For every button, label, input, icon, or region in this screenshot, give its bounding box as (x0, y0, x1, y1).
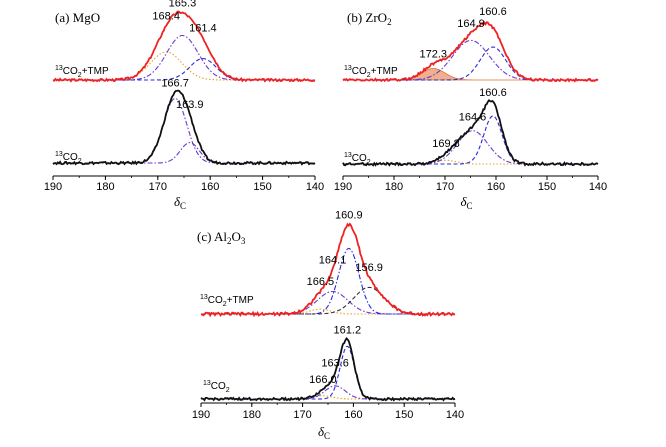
peak-label: 160.6 (479, 87, 507, 99)
peak-label: 168.4 (152, 10, 180, 22)
x-tick-label: 150 (253, 181, 271, 193)
x-tick-label: 160 (487, 181, 505, 193)
peak-label: 156.9 (355, 262, 383, 274)
x-tick-label: 150 (538, 181, 556, 193)
x-tick-label: 180 (385, 181, 403, 193)
trace-label: 13CO2+TMP (55, 65, 109, 79)
x-tick-label: 140 (589, 181, 607, 193)
x-tick-label: 140 (306, 181, 324, 193)
x-tick-label: 160 (344, 409, 362, 421)
component-peak (53, 142, 315, 164)
x-axis-title: δC (174, 194, 186, 211)
experimental-spectrum (200, 336, 456, 402)
peak-label: 164.9 (457, 18, 485, 30)
x-tick-label: 180 (96, 181, 114, 193)
peak-label: 169.8 (432, 138, 460, 150)
x-tick-label: 190 (192, 409, 210, 421)
panel-b: (b) ZrO2 190 180 170 160 150 140δC13CO2+TMP17… (334, 6, 607, 211)
peak-label: 172.3 (420, 49, 448, 61)
x-tick-label: 140 (446, 409, 464, 421)
trace-label: 13CO2+TMP (344, 65, 398, 79)
panel-a-label: (a) MgO (55, 10, 100, 25)
experimental-spectrum (342, 20, 599, 83)
peak-label: 166.5 (307, 276, 335, 288)
panel-b-plot: 190 180 170 160 150 140δC13CO2+TMP172.3164.91… (334, 6, 607, 211)
panel-b-label: (b) ZrO2 (347, 10, 392, 27)
experimental-spectrum (52, 89, 316, 166)
peak-label: 166.0 (309, 374, 337, 386)
x-axis-title: δC (318, 424, 330, 441)
x-tick-label: 160 (201, 181, 219, 193)
component-peak (343, 130, 598, 165)
x-tick-label: 150 (395, 409, 413, 421)
x-tick-label: 170 (149, 181, 167, 193)
x-tick-label: 170 (293, 409, 311, 421)
experimental-spectrum (342, 99, 599, 167)
panel-c-label: (c) Al2O3 (197, 229, 246, 246)
trace-label: 13CO2 (344, 152, 371, 166)
x-tick-label: 190 (334, 181, 352, 193)
panel-c: (c) Al2O3 190 180 170 160 150 140δC13CO2+TMP1… (192, 210, 464, 441)
component-peak (53, 58, 315, 81)
trace-label: 13CO2 (203, 380, 230, 394)
peak-label: 161.4 (189, 23, 217, 35)
trace-label: 13CO2+TMP (200, 294, 254, 308)
x-tick-label: 190 (44, 181, 62, 193)
x-tick-label: 180 (243, 409, 261, 421)
peak-label: 161.2 (334, 325, 362, 337)
peak-label: 163.9 (176, 99, 204, 111)
experimental-spectrum (200, 222, 456, 318)
peak-label: 164.6 (459, 112, 487, 124)
peak-label: 163.6 (321, 357, 349, 369)
peak-label: 164.1 (319, 254, 347, 266)
panel-a: (a) MgO 190 180 170 160 150 140 δC 13CO2+TMP 168… (44, 0, 324, 211)
panel-c-plot: 190 180 170 160 150 140 δC 13CO2+TMP 166.5 164.1 1… (192, 210, 464, 441)
peak-label: 160.9 (335, 210, 363, 222)
trace-label: 13CO2 (55, 151, 82, 165)
experimental-spectrum (52, 10, 316, 83)
peak-label: 160.6 (479, 6, 507, 18)
x-axis-title: δC (460, 194, 472, 211)
peak-label: 166.7 (161, 77, 189, 89)
x-tick-label: 170 (436, 181, 454, 193)
component-peak (201, 345, 455, 400)
peak-label: 165.3 (169, 0, 197, 10)
